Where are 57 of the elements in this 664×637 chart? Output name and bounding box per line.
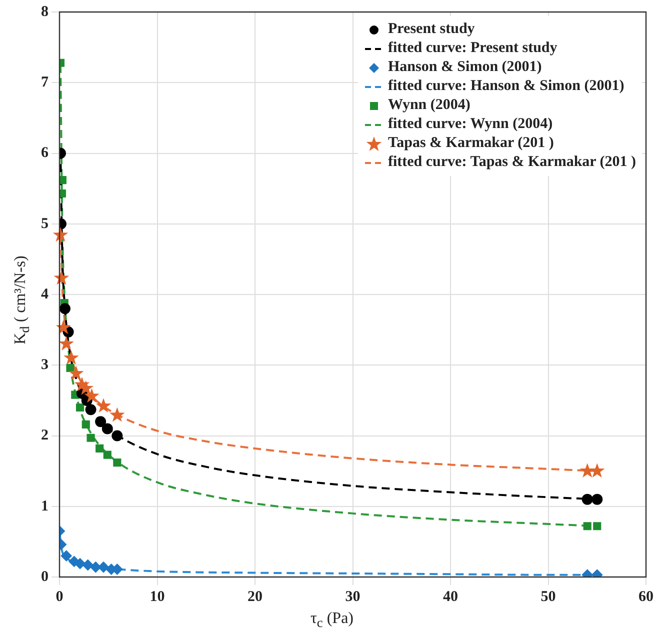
x-tick-label: 60 [638, 588, 654, 605]
point [102, 423, 113, 434]
x-tick-label: 50 [540, 588, 556, 605]
y-tick-label: 5 [41, 216, 48, 232]
point [110, 407, 125, 422]
point [82, 559, 94, 570]
x-tick-label: 30 [345, 588, 360, 605]
legend-label: Hanson & Simon (2001) [388, 58, 542, 77]
point [68, 366, 84, 380]
point [82, 420, 90, 428]
point [582, 494, 593, 505]
legend-label: Present study [388, 20, 475, 39]
y-tick-label: 2 [41, 428, 48, 444]
legend-label: Tapas & Karmakar (201 ) [388, 134, 554, 153]
legend-label: fitted curve: Wynn (2004) [388, 115, 553, 134]
point [52, 227, 68, 242]
point [74, 558, 86, 570]
point [76, 403, 84, 412]
point [60, 550, 72, 562]
point [593, 522, 602, 530]
x-tick-label: 0 [56, 588, 64, 605]
y-tick-label: 4 [41, 286, 49, 302]
point [66, 364, 74, 372]
x-tick-label: 40 [443, 588, 458, 605]
point [103, 450, 112, 459]
y-tick-label: 1 [41, 498, 48, 514]
x-tick-label: 20 [248, 588, 262, 605]
point [58, 336, 74, 350]
point [590, 463, 605, 478]
point [96, 444, 104, 452]
legend-label: fitted curve: Hanson & Simon (2001) [388, 77, 624, 96]
point [95, 416, 106, 428]
y-tick-label: 6 [41, 145, 49, 162]
point [60, 303, 70, 314]
point [580, 463, 595, 478]
point [86, 434, 95, 442]
point [113, 458, 122, 467]
y-tick-label: 7 [41, 74, 49, 90]
legend-label: Wynn (2004) [388, 96, 470, 115]
y-tick-label: 3 [41, 357, 48, 373]
legend-label: fitted curve: Present study [388, 39, 558, 58]
point [592, 494, 603, 505]
point [583, 522, 592, 530]
point [54, 270, 70, 285]
point [78, 380, 94, 395]
point [60, 176, 66, 184]
legend-label: fitted curve: Tapas & Karmakar (201 ) [388, 153, 636, 172]
point [96, 398, 112, 413]
point [56, 320, 72, 334]
y-tick-label: 8 [41, 4, 48, 20]
point [64, 350, 79, 365]
point [84, 388, 100, 403]
x-tick-label: 10 [150, 588, 165, 605]
x-axis-title: τ$_{c}$ (Pa) [309, 610, 354, 632]
point [85, 404, 96, 416]
point [112, 430, 123, 442]
y-tick-label: 0 [41, 568, 48, 585]
